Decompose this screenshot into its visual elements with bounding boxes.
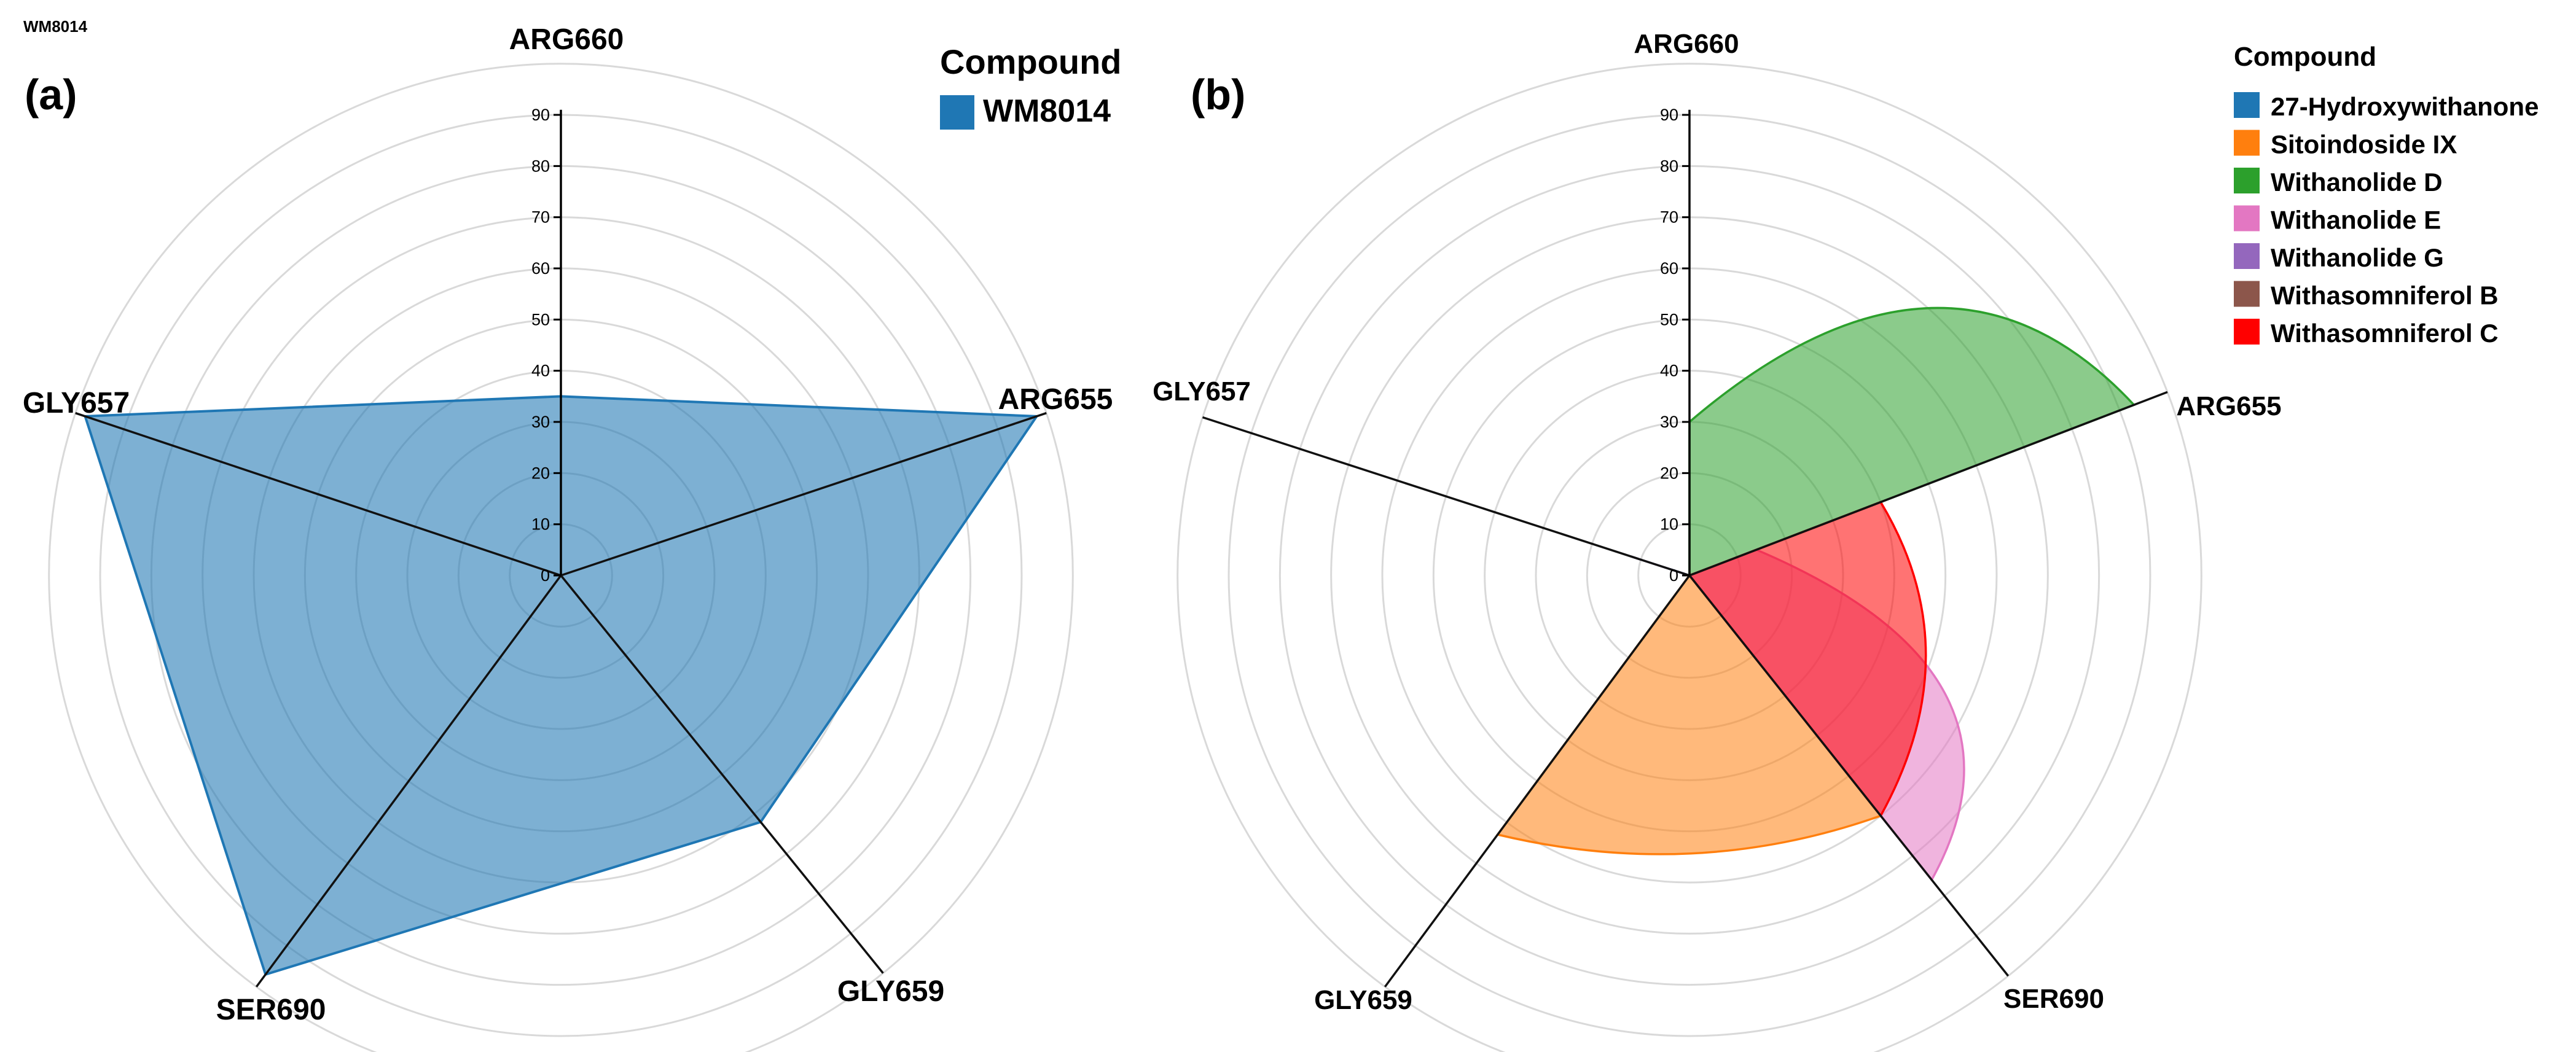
radar-panel-b: 0 10 20 30 40 50 60 70 80 90 ARG660 ARG655 SER690 GLY…: [1153, 29, 2539, 1052]
tick-label-a-60: 60: [531, 259, 550, 278]
legend-title-a: Compound: [940, 42, 1121, 81]
tick-label-a-0: 0: [541, 566, 550, 585]
corner-label: WM8014: [23, 17, 88, 36]
grid-circle-a-100: [48, 63, 1074, 1052]
tick-label-a-80: 80: [531, 157, 550, 175]
tick-label-a-70: 70: [531, 208, 550, 227]
legend-swatch-b-withasomniferol-b: [2234, 281, 2260, 307]
spoke-b-arg655: [1689, 391, 2168, 577]
spoke-a-ser690: [255, 574, 562, 988]
axis-label-b-ser690: SER690: [2003, 984, 2104, 1014]
legend-label-b-sitoindoside-ix: Sitoindoside IX: [2271, 130, 2457, 159]
axis-label-b-gly659: GLY659: [1314, 985, 1412, 1015]
tick-label-b-60: 60: [1660, 259, 1678, 278]
series-a-wm8014: [83, 395, 1039, 976]
axis-label-a-arg660: ARG660: [509, 23, 624, 56]
spoke-b-gly657: [1202, 416, 1690, 577]
axis-label-a-gly657: GLY657: [23, 387, 130, 419]
tick-label-b-50: 50: [1660, 310, 1678, 329]
legend-swatch-b-withanolide-g: [2234, 243, 2260, 269]
legend-label-b-withasomniferol-c: Withasomniferol C: [2271, 319, 2499, 348]
tick-label-b-40: 40: [1660, 362, 1678, 380]
axis-label-a-arg655: ARG655: [998, 383, 1113, 416]
tick-label-b-0: 0: [1669, 566, 1678, 585]
spoke-b-ser690: [1688, 574, 2010, 977]
legend-label-b-withanolide-d: Withanolide D: [2271, 168, 2443, 197]
series-b-withanolide-d: [1688, 306, 2136, 577]
legend-label-b-withanolide-g: Withanolide G: [2271, 243, 2444, 272]
panel-letter-a: (a): [25, 71, 77, 119]
tick-label-b-70: 70: [1660, 208, 1678, 227]
tick-label-b-80: 80: [1660, 157, 1678, 175]
grid-circle-b-100: [1176, 63, 2202, 1052]
spoke-b-gly659: [1384, 574, 1691, 988]
tick-label-b-10: 10: [1660, 515, 1678, 534]
panel-letter-b: (b): [1191, 71, 1245, 119]
tick-label-b-90: 90: [1660, 106, 1678, 124]
legend-swatch-b-withasomniferol-c: [2234, 319, 2260, 345]
tick-label-b-30: 30: [1660, 413, 1678, 431]
spoke-a-arg655: [560, 411, 1047, 577]
legend-label-b-withanolide-e: Withanolide E: [2271, 206, 2441, 235]
spoke-a-gly659: [560, 574, 884, 974]
legend-label-a-wm8014: WM8014: [983, 93, 1111, 129]
tick-label-a-30: 30: [531, 413, 550, 431]
legend-swatch-a-wm8014: [940, 95, 974, 130]
legend-swatch-b-withanolide-d: [2234, 168, 2260, 193]
axis-label-b-gly657: GLY657: [1153, 376, 1251, 407]
legend-swatch-b-withanolide-e: [2234, 205, 2260, 232]
legend-swatch-b-sitoindoside-ix: [2234, 130, 2260, 156]
tick-label-a-40: 40: [531, 362, 550, 380]
axis-label-a-ser690: SER690: [216, 994, 326, 1026]
spoke-a-gly657: [75, 411, 562, 577]
tick-label-a-20: 20: [531, 464, 550, 482]
radar-panel-a: 0 10 20 30 40 50 60 70 80 90 ARG660 ARG655 GLY659 SER…: [23, 23, 1121, 1052]
axis-label-b-arg655: ARG655: [2176, 391, 2281, 421]
tick-label-b-20: 20: [1660, 464, 1678, 482]
legend-label-b-27-hydroxywithanone: 27-Hydroxywithanone: [2271, 92, 2539, 121]
tick-label-a-90: 90: [531, 106, 550, 124]
tick-label-a-10: 10: [531, 515, 550, 534]
legend-title-b: Compound: [2234, 42, 2376, 72]
axis-label-a-gly659: GLY659: [837, 975, 944, 1008]
axis-label-b-arg660: ARG660: [1634, 29, 1739, 59]
legend-swatch-b-27-hydroxywithanone: [2234, 92, 2260, 118]
tick-label-a-50: 50: [531, 310, 550, 329]
legend-label-b-withasomniferol-b: Withasomniferol B: [2271, 281, 2499, 310]
